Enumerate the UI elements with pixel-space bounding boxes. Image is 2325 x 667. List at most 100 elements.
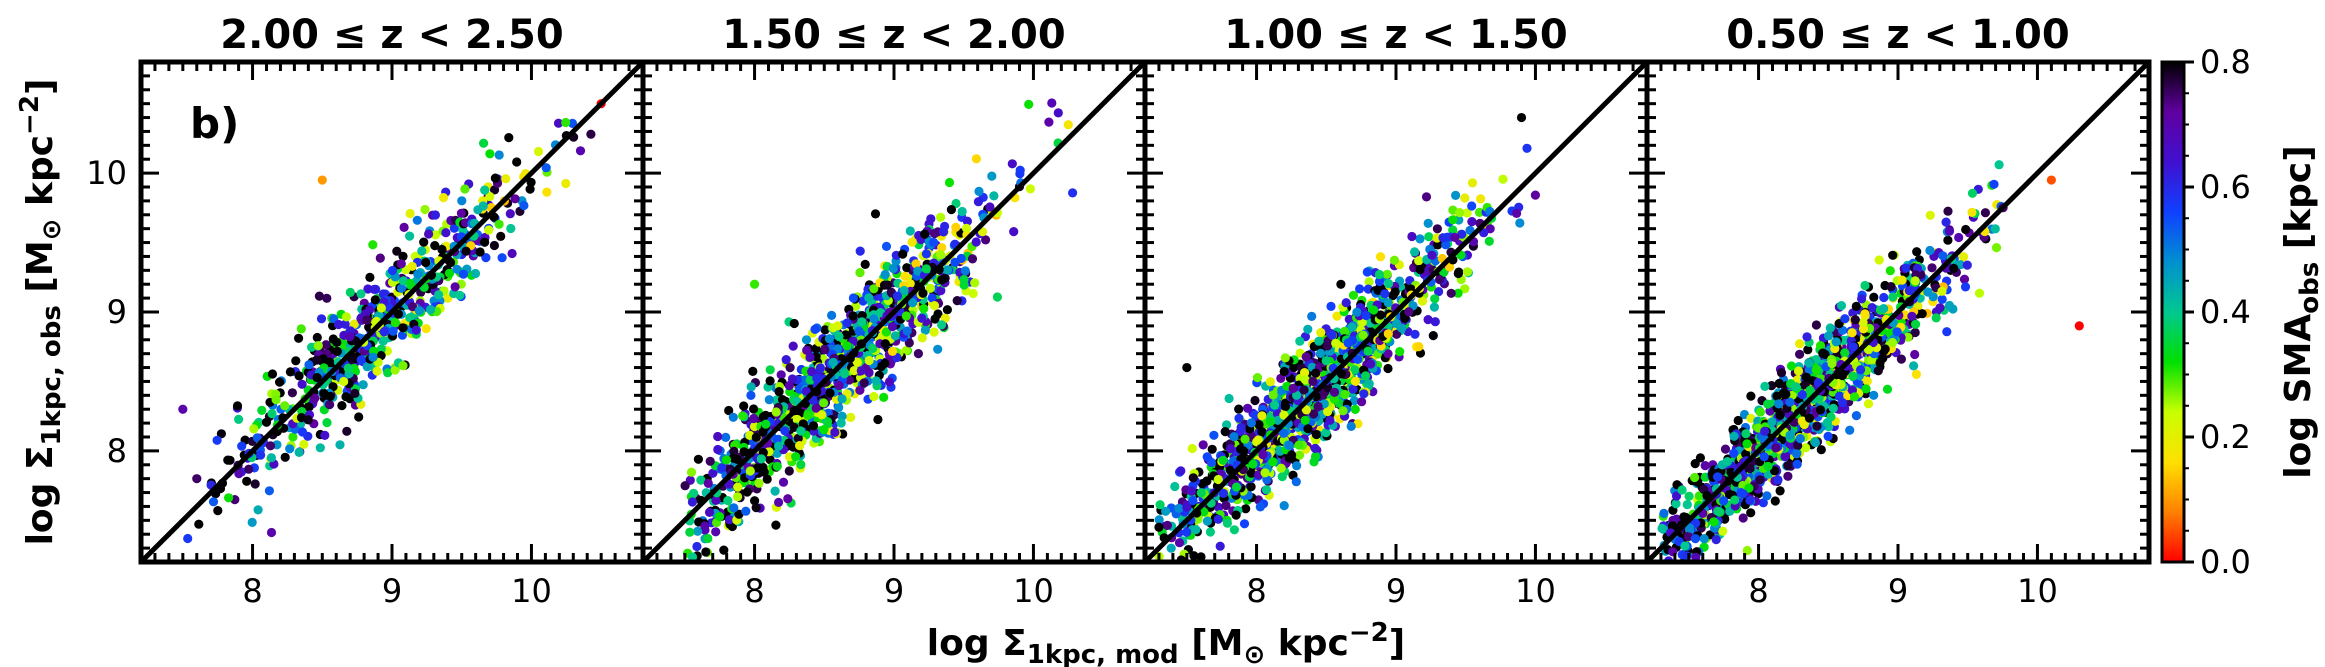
data-point bbox=[1063, 120, 1073, 130]
data-point bbox=[297, 427, 308, 437]
data-point bbox=[1433, 240, 1443, 250]
data-point bbox=[749, 421, 760, 432]
data-point bbox=[1358, 330, 1368, 340]
data-point bbox=[851, 301, 861, 311]
data-point bbox=[313, 341, 323, 351]
data-point bbox=[1213, 514, 1223, 524]
data-point bbox=[1797, 389, 1807, 400]
data-point bbox=[456, 208, 466, 218]
data-point bbox=[970, 278, 980, 288]
data-point bbox=[1954, 232, 1964, 243]
data-point bbox=[242, 476, 252, 486]
data-point bbox=[267, 369, 278, 379]
data-point bbox=[349, 319, 359, 329]
data-point bbox=[1781, 389, 1791, 399]
data-point bbox=[1311, 368, 1321, 378]
data-point bbox=[455, 290, 465, 300]
data-point bbox=[1410, 247, 1420, 257]
data-point bbox=[561, 178, 571, 189]
data-point bbox=[901, 345, 912, 355]
data-point bbox=[1009, 227, 1019, 237]
x-tick-label: 8 bbox=[242, 572, 262, 610]
data-point bbox=[1279, 410, 1289, 420]
data-point bbox=[1713, 506, 1723, 516]
data-point bbox=[376, 303, 386, 313]
data-point bbox=[746, 390, 756, 400]
data-point bbox=[1742, 439, 1752, 449]
data-point bbox=[880, 358, 890, 368]
data-point bbox=[430, 230, 441, 240]
data-point bbox=[1770, 496, 1780, 506]
data-point bbox=[1718, 526, 1728, 536]
data-point bbox=[1682, 500, 1692, 510]
data-point bbox=[1202, 516, 1212, 526]
data-point bbox=[882, 280, 893, 290]
data-point bbox=[738, 411, 748, 421]
data-point bbox=[713, 444, 723, 455]
data-point bbox=[913, 266, 923, 276]
data-point bbox=[437, 244, 447, 255]
data-point bbox=[1937, 294, 1947, 304]
data-point bbox=[1755, 407, 1765, 417]
data-point bbox=[857, 317, 867, 327]
data-point bbox=[1713, 472, 1723, 482]
data-point bbox=[1340, 389, 1350, 400]
data-point bbox=[776, 370, 786, 380]
data-point bbox=[1781, 451, 1791, 461]
data-point bbox=[864, 293, 874, 303]
data-point bbox=[294, 333, 304, 343]
data-point bbox=[754, 478, 764, 488]
data-point bbox=[261, 417, 272, 427]
data-point bbox=[1910, 327, 1920, 338]
data-point bbox=[370, 295, 380, 305]
data-point bbox=[2074, 321, 2084, 331]
data-point bbox=[820, 325, 830, 335]
data-point bbox=[1213, 474, 1223, 485]
data-point bbox=[412, 215, 422, 225]
data-point bbox=[237, 441, 247, 451]
data-point bbox=[1284, 453, 1294, 463]
data-point bbox=[817, 410, 827, 420]
data-point bbox=[820, 345, 830, 355]
data-point bbox=[1467, 178, 1478, 188]
data-point bbox=[1879, 304, 1889, 314]
data-point bbox=[1836, 301, 1847, 311]
data-point bbox=[1246, 468, 1256, 478]
data-point bbox=[907, 237, 917, 247]
data-point bbox=[1943, 206, 1953, 216]
data-point bbox=[741, 506, 751, 516]
data-point bbox=[1291, 477, 1301, 487]
data-point bbox=[1825, 323, 1835, 333]
data-point bbox=[1325, 415, 1335, 425]
data-point bbox=[917, 333, 927, 343]
data-point bbox=[1827, 358, 1837, 369]
data-point bbox=[781, 355, 791, 365]
data-point bbox=[859, 378, 869, 388]
data-point bbox=[1767, 381, 1777, 391]
data-point bbox=[376, 344, 386, 354]
data-point bbox=[399, 222, 409, 232]
data-point bbox=[1910, 349, 1920, 360]
data-point bbox=[294, 371, 304, 381]
data-point bbox=[362, 315, 372, 325]
data-point bbox=[312, 355, 322, 365]
data-point bbox=[1677, 568, 1686, 577]
data-point bbox=[267, 409, 277, 419]
data-point bbox=[1366, 359, 1376, 369]
data-point bbox=[1352, 307, 1362, 317]
data-point bbox=[265, 441, 276, 451]
data-point bbox=[232, 401, 243, 411]
data-point bbox=[398, 323, 408, 333]
data-point bbox=[1907, 311, 1917, 321]
data-point bbox=[1207, 444, 1217, 454]
data-point bbox=[541, 163, 551, 173]
data-point bbox=[1299, 385, 1309, 395]
data-point bbox=[937, 243, 947, 253]
data-point bbox=[1423, 218, 1433, 228]
data-point bbox=[1015, 165, 1025, 175]
data-point bbox=[341, 312, 351, 322]
data-point bbox=[1763, 399, 1773, 409]
data-point bbox=[687, 565, 696, 574]
data-point bbox=[1382, 269, 1392, 279]
data-point bbox=[873, 414, 883, 425]
